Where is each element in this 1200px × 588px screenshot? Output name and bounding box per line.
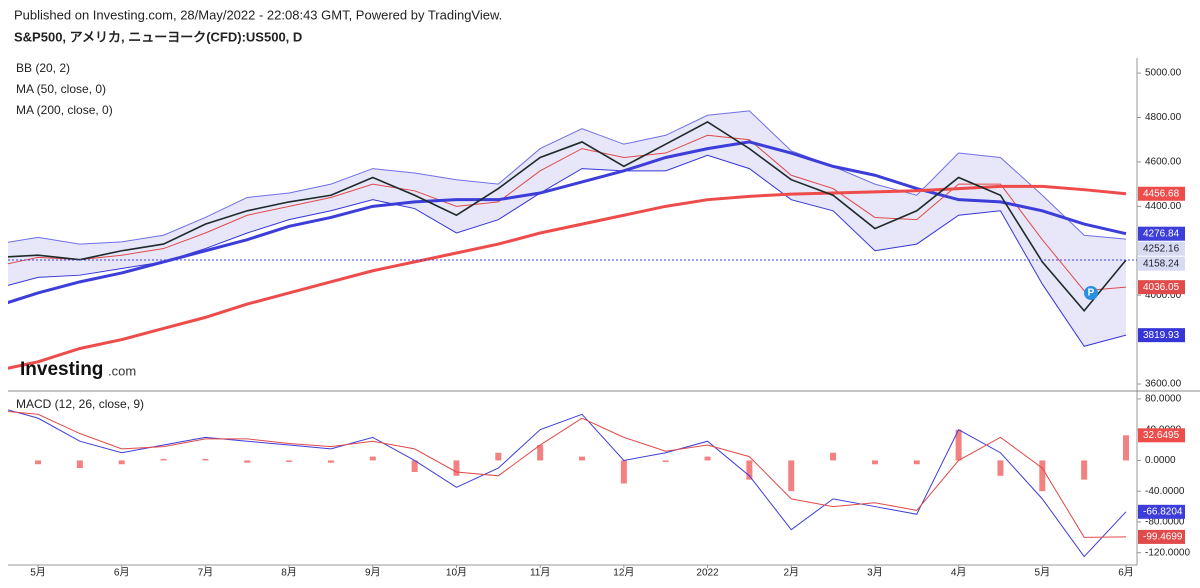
value-box-label: 3819.93 [1143,330,1180,341]
y-tick-label: -120.0000 [1145,547,1190,558]
value-box [1138,256,1185,271]
value-box [1138,226,1185,241]
histogram-bar [579,456,585,461]
price-panel [8,110,1137,370]
x-tick-label: 6月 [1118,567,1134,579]
x-tick-label: 12月 [613,567,634,579]
histogram-bar [202,458,209,461]
band-fill [8,110,1126,347]
y-tick-label: 4400.00 [1145,201,1182,212]
x-tick-label: 7月 [198,567,214,579]
y-tick-label: 5000.00 [1145,68,1182,79]
x-tick-label: 10月 [446,567,467,579]
value-box [1138,186,1185,201]
value-box [1138,504,1185,519]
value-box-label: 4158.24 [1143,258,1180,269]
badge-label: P [1088,288,1095,299]
histogram-bar [662,460,669,462]
value-box [1138,328,1185,343]
histogram-bar [495,452,502,461]
x-tick-label: 5月 [1035,567,1051,579]
chart-title: S&P500, アメリカ, ニューヨーク(CFD):US500, D [14,29,302,44]
legend-entry: BB (20, 2) [16,61,70,75]
macd-panel [8,409,1129,558]
published-note: Published on Investing.com, 28/May/2022 … [14,7,502,22]
indicator-line [8,411,1127,538]
histogram-bar [286,460,293,462]
x-tick-label: 2月 [783,567,799,579]
y-tick-label: 4000.00 [1145,290,1182,301]
histogram-bar [1081,460,1088,480]
histogram-bar [160,458,167,461]
histogram-bar [411,460,418,472]
histogram-bar [997,460,1004,476]
histogram-bar [955,429,962,461]
histogram-bar [788,460,795,492]
indicator-line [8,409,1127,558]
x-tick-label: 8月 [281,567,297,579]
legend-entry: MA (200, close, 0) [16,103,113,117]
value-box-label: -99.4699 [1143,532,1183,543]
x-tick-label: 3月 [867,567,883,579]
y-tick-label: -40.0000 [1145,486,1185,497]
value-box [1138,428,1185,443]
axes: 5月 6月 7月 8月 9月 10月 11月 12月 2022 2月 3月 4月 5月 6月 BB (20,… [16,61,1190,578]
indicator-line [8,110,1127,245]
value-box [1138,241,1185,256]
indicator-line [8,134,1127,292]
value-box-label: 4276.84 [1143,228,1180,239]
y-tick-label: 4800.00 [1145,112,1182,123]
price-line [8,121,1127,312]
histogram-bar [704,456,711,461]
y-tick-label: 4600.00 [1145,157,1182,168]
histogram-bar [453,460,460,476]
histogram-bar [369,456,376,461]
histogram-bar [913,460,920,465]
x-tick-label: 4月 [951,567,967,579]
value-box [1138,280,1185,295]
legend-entry: MA (50, close, 0) [16,82,106,96]
x-tick-label: 11月 [530,567,550,579]
value-box [1138,529,1185,544]
histogram-bar [620,460,627,484]
histogram-bar [537,445,544,461]
histogram-bar [1123,435,1129,461]
legend-entry: MACD (12, 26, close, 9) [16,397,144,411]
logo-suffix: .com [108,363,136,378]
value-box-label: 4252.16 [1143,243,1180,254]
y-tick-label: 80.0000 [1145,394,1182,405]
badge [1084,286,1098,300]
value-box-label: 4036.05 [1143,282,1180,293]
histogram-bar [118,460,125,465]
indicator-line [8,184,1127,370]
histogram-bar [244,460,251,463]
histogram-bar [871,460,878,465]
histogram-bar [830,452,837,461]
x-tick-label: 5月 [30,567,46,579]
histogram-bar [746,460,753,480]
histogram-bar [76,460,83,469]
x-tick-label: 6月 [114,567,130,579]
histogram-bar [1039,460,1046,492]
value-box-label: -66.8204 [1143,506,1183,517]
logo: Investing [20,359,103,380]
value-box-label: 32.6495 [1143,430,1180,441]
histogram-bar [35,460,41,465]
value-box-label: 4456.68 [1143,188,1180,199]
histogram-bar [327,460,334,463]
x-tick-label: 2022 [696,568,719,579]
y-tick-label: -80.0000 [1145,517,1185,528]
y-tick-label: 0.0000 [1145,455,1176,466]
y-tick-label: 3600.00 [1145,379,1182,390]
x-tick-label: 9月 [365,567,381,579]
